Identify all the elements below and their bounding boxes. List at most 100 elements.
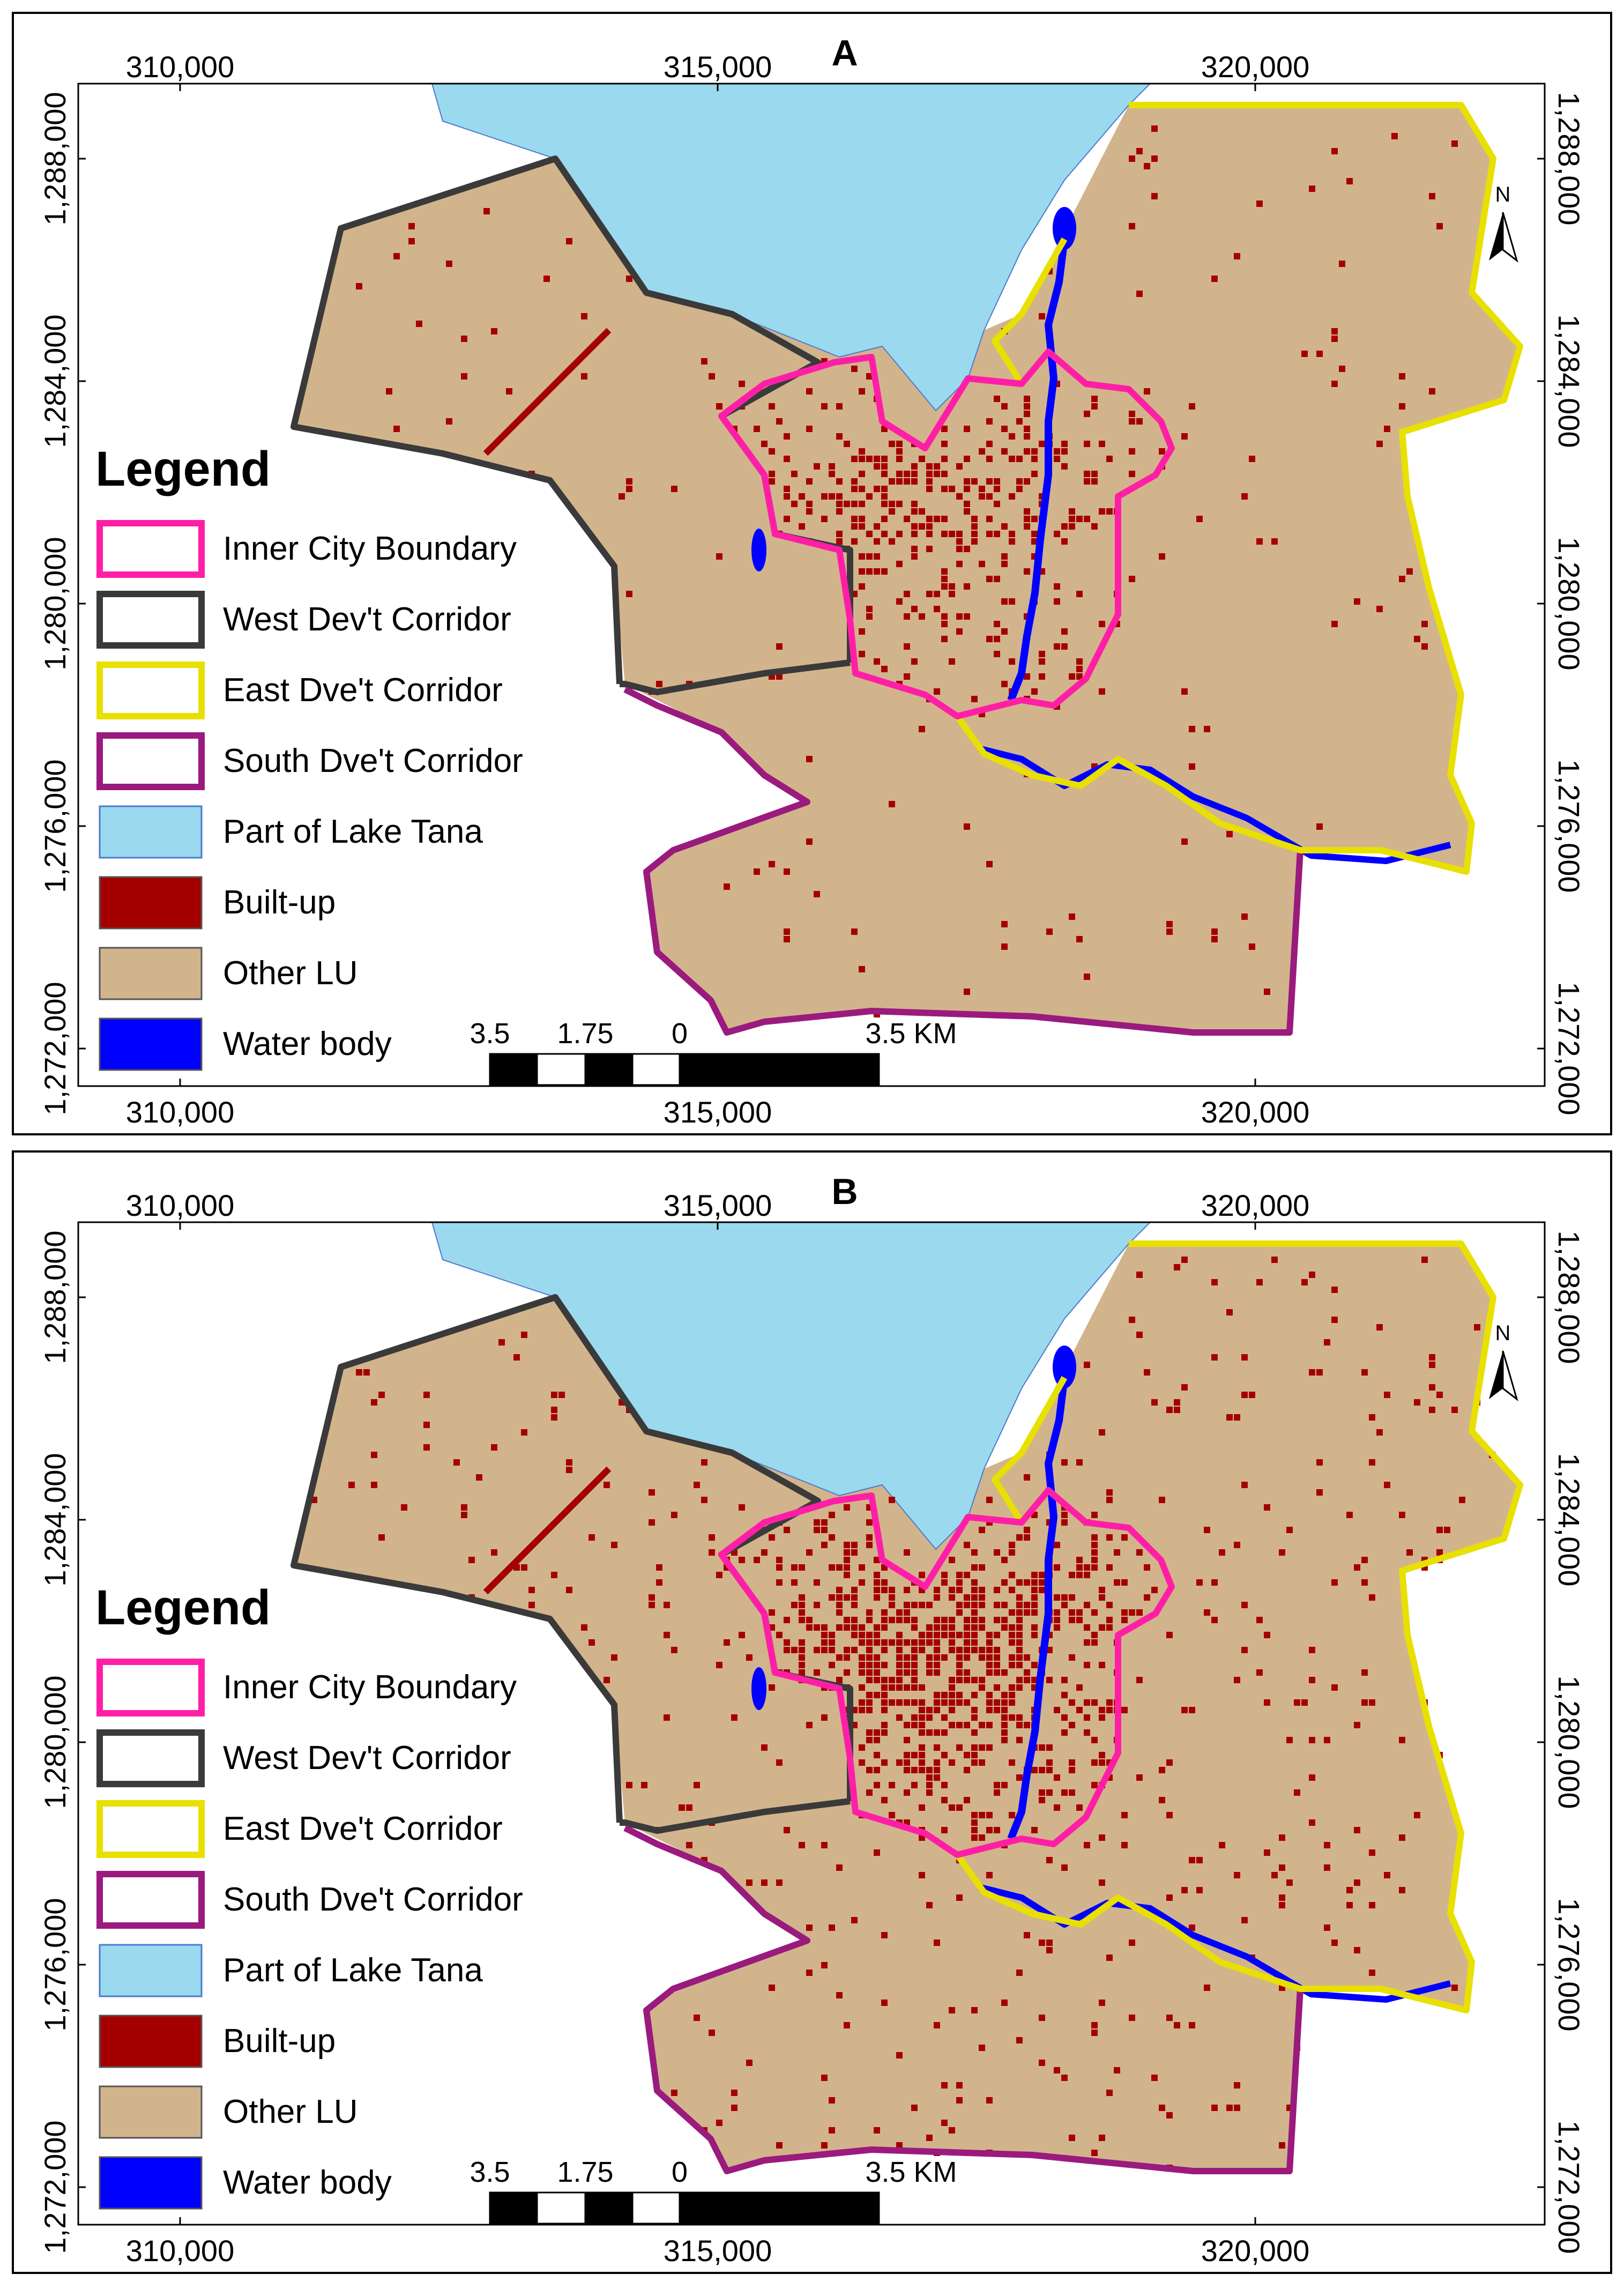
river-main [1007, 239, 1068, 702]
legend-swatch-water [99, 2156, 203, 2210]
legend-swatch-east [96, 662, 205, 719]
y-tick-label-left: 1,276,000 [38, 759, 72, 893]
x-tick-label-bottom: 315,000 [664, 1095, 772, 1129]
legend-swatch-east [96, 1800, 205, 1858]
legend-label-built: Built-up [223, 884, 336, 921]
y-tick-label-left: 1,284,000 [38, 1453, 72, 1586]
x-tick-label-bottom: 310,000 [126, 2234, 234, 2268]
legend-label-inner: Inner City Boundary [223, 530, 517, 567]
x-tick-label-top: 320,000 [1201, 1188, 1309, 1222]
legend-swatch-inner [96, 520, 205, 578]
x-tick-label-bottom: 320,000 [1201, 1095, 1309, 1129]
scale-bar: 3.5 1.75 0 3.5 KM [470, 1017, 957, 1086]
x-tick-label-bottom: 315,000 [664, 2234, 772, 2268]
y-tick-label-left: 1,272,000 [38, 2120, 72, 2254]
x-tick-label-top: 310,000 [126, 50, 234, 84]
south-corridor-boundary [623, 686, 1381, 1036]
scale-bar-label: 3.5 KM [865, 2156, 957, 2188]
legend-label-built: Built-up [223, 2023, 336, 2060]
legend-swatch-west [96, 1729, 205, 1787]
legend-title: Legend [95, 442, 271, 496]
legend-label-east: East Dve't Corridor [223, 1810, 503, 1847]
legend-label-water: Water body [223, 1025, 392, 1062]
legend-label-west: West Dev't Corridor [223, 601, 511, 638]
north-label: N [1495, 1321, 1511, 1345]
panel-label: A [831, 33, 858, 73]
x-tick-label-top: 315,000 [664, 1188, 772, 1222]
y-tick-label-right: 1,272,000 [1552, 982, 1586, 1115]
scale-bar-label: 1.75 [557, 2156, 613, 2188]
scale-bar-label: 3.5 [470, 1017, 510, 1050]
y-tick-label-left: 1,276,000 [38, 1898, 72, 2031]
legend: Legend Inner City Boundary West Dev't Corr… [95, 1580, 523, 2210]
y-tick-label-left: 1,280,000 [38, 1675, 72, 1809]
river-east [978, 745, 1451, 864]
y-tick-label-right: 1,276,000 [1552, 1898, 1586, 2031]
west-corridor-boundary [620, 1798, 851, 1834]
y-tick-label-right: 1,284,000 [1552, 314, 1586, 448]
y-tick-label-right: 1,280,000 [1552, 537, 1586, 670]
river-east [978, 1884, 1451, 2003]
legend-label-east: East Dve't Corridor [223, 672, 503, 709]
legend-swatch-south [96, 1871, 205, 1929]
scale-bar-label: 1.75 [557, 1017, 613, 1050]
built-up-strip [483, 1466, 612, 1595]
legend-swatch-lake [99, 805, 203, 859]
y-tick-label-left: 1,288,000 [38, 92, 72, 225]
legend-title: Legend [95, 1580, 271, 1635]
legend-swatch-west [96, 591, 205, 649]
x-tick-label-top: 315,000 [664, 50, 772, 84]
water-pond [1053, 207, 1076, 250]
panel-label: B [831, 1171, 858, 1212]
water-pond [751, 1667, 766, 1710]
legend-label-lake: Part of Lake Tana [223, 1952, 483, 1989]
legend-label-south: South Dve't Corridor [223, 1881, 523, 1918]
y-tick-label-left: 1,284,000 [38, 314, 72, 448]
map-panel-b: B 310,000 310,000 315,000 315,000 320,000 320,… [12, 1150, 1612, 2274]
scale-bar-label: 3.5 [470, 2156, 510, 2188]
x-tick-label-bottom: 310,000 [126, 1095, 234, 1129]
legend: Legend Inner City Boundary West Dev't Corr… [95, 442, 523, 1071]
legend-swatch-inner [96, 1659, 205, 1716]
legend-label-west: West Dev't Corridor [223, 1740, 511, 1777]
y-tick-label-right: 1,288,000 [1552, 92, 1586, 225]
river-main [1007, 1377, 1068, 1840]
legend-label-inner: Inner City Boundary [223, 1669, 517, 1706]
north-arrow-icon: N [1489, 183, 1518, 263]
inner-city-boundary [718, 1487, 1175, 1858]
x-tick-label-top: 310,000 [126, 1188, 234, 1222]
scale-bar: 3.5 1.75 0 3.5 KM [470, 2156, 957, 2225]
map-panel-a: A 310,000 310,000 315,000 315,000 320,000 320,… [12, 12, 1612, 1135]
map-frame [77, 1221, 1546, 2226]
map-canvas-b: B 310,000 310,000 315,000 315,000 320,000 320,… [38, 1171, 1586, 2268]
y-tick-label-left: 1,288,000 [38, 1230, 72, 1364]
legend-label-water: Water body [223, 2164, 392, 2201]
y-tick-label-left: 1,272,000 [38, 982, 72, 1115]
map-canvas-a: A 310,000 310,000 315,000 315,000 320,000 320,… [38, 33, 1586, 1129]
legend-swatch-lake [99, 1944, 203, 1997]
water-pond [1053, 1346, 1076, 1388]
y-tick-label-left: 1,280,000 [38, 537, 72, 670]
map-area [290, 1222, 1523, 2174]
legend-swatch-water [99, 1017, 203, 1071]
x-tick-label-top: 320,000 [1201, 50, 1309, 84]
y-tick-label-right: 1,284,000 [1552, 1453, 1586, 1586]
west-corridor-boundary [620, 659, 851, 696]
south-corridor-boundary [623, 1825, 1381, 2174]
legend-label-other: Other LU [223, 2093, 358, 2130]
legend-swatch-south [96, 732, 205, 790]
y-tick-label-right: 1,288,000 [1552, 1230, 1586, 1364]
scale-bar-label: 0 [672, 1017, 688, 1050]
legend-label-south: South Dve't Corridor [223, 742, 523, 779]
map-frame [77, 83, 1546, 1087]
legend-swatch-built [99, 876, 203, 930]
inner-city-boundary [718, 348, 1175, 719]
y-tick-label-right: 1,272,000 [1552, 2120, 1586, 2254]
water-pond [751, 529, 766, 571]
legend-label-other: Other LU [223, 955, 358, 992]
legend-swatch-other [99, 947, 203, 1000]
north-label: N [1495, 183, 1511, 206]
scale-bar-label: 3.5 KM [865, 1017, 957, 1050]
map-area [290, 84, 1523, 1036]
legend-swatch-other [99, 2085, 203, 2139]
